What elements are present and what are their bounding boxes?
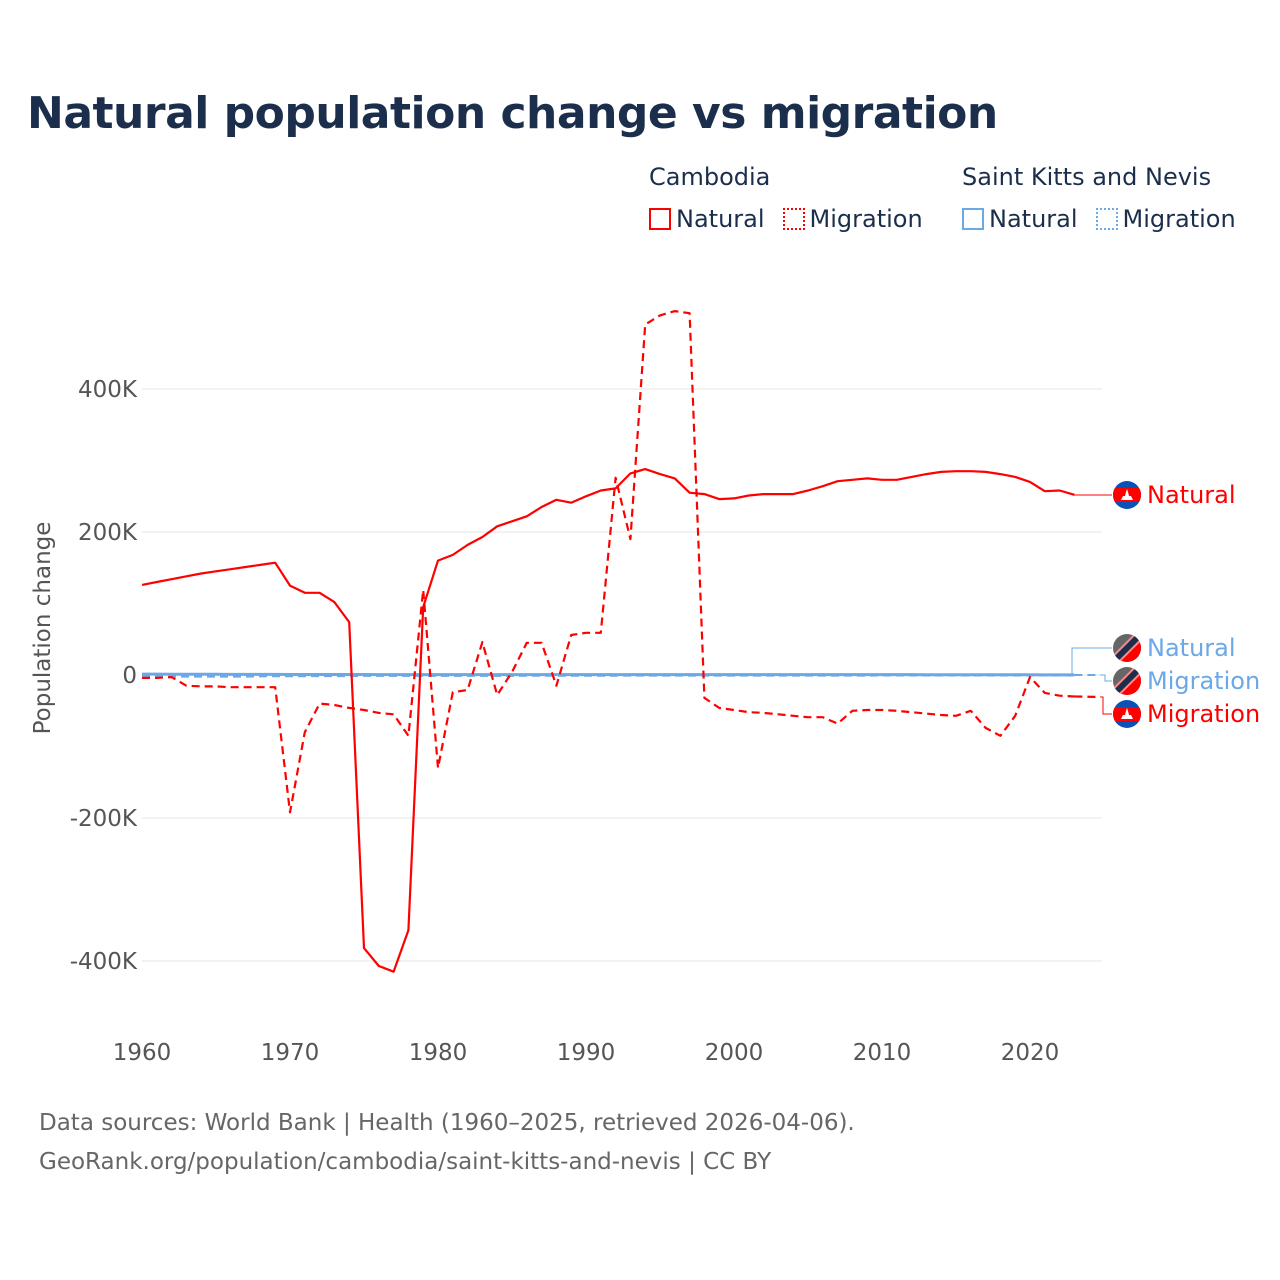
legend-cambodia-natural[interactable]: Natural <box>649 205 765 233</box>
dotted-swatch-icon <box>782 208 805 230</box>
legend-label: Natural <box>989 205 1078 233</box>
dotted-swatch-icon <box>1095 208 1118 230</box>
cambodia-flag-icon <box>1113 481 1141 509</box>
legend-group-skn: Saint Kitts and Nevis <box>962 163 1212 191</box>
footer-link[interactable]: GeoRank.org/population/cambodia/saint-ki… <box>39 1149 772 1175</box>
connector-kn-natural <box>1071 647 1112 675</box>
legend-skn-natural[interactable]: Natural <box>962 205 1078 233</box>
legend-skn-migration[interactable]: Migration <box>1095 205 1236 233</box>
solid-swatch-icon <box>649 208 671 230</box>
y-tick-label: 400K <box>78 377 138 403</box>
end-label-kh-natural: Natural <box>1147 481 1236 509</box>
saint-kitts-flag-icon <box>1113 667 1141 695</box>
saint-kitts-flag-icon <box>1113 634 1141 662</box>
x-tick-label: 2010 <box>853 1040 912 1066</box>
end-label-kn-migration: Migration <box>1147 667 1260 695</box>
series-line-cambodia-natural[interactable] <box>141 468 1075 973</box>
x-tick-label: 1970 <box>261 1040 320 1066</box>
legend-label: Migration <box>1122 205 1236 233</box>
cambodia-flag-icon <box>1113 700 1141 728</box>
legend-items-cambodia: Natural Migration <box>649 205 923 233</box>
y-tick-label: 0 <box>122 663 137 689</box>
y-tick-label: 200K <box>78 520 138 546</box>
legend-label: Migration <box>809 205 923 233</box>
legend-cambodia-migration[interactable]: Migration <box>782 205 923 233</box>
legend-items-skn: Natural Migration <box>962 205 1236 233</box>
series-line-saint-kitts-and-nevis-natural[interactable] <box>142 672 1075 677</box>
connector-kn-migration <box>1100 674 1112 682</box>
x-tick-label: 1990 <box>557 1040 616 1066</box>
series-extension <box>1074 695 1101 699</box>
x-tick-label: 1980 <box>409 1040 468 1066</box>
connector-kh-migration <box>1100 696 1112 715</box>
y-tick-label: -200K <box>70 806 138 832</box>
y-axis-label: Population change <box>30 522 56 735</box>
footer-sources: Data sources: World Bank | Health (1960–… <box>39 1110 855 1136</box>
x-tick-label: 1960 <box>113 1040 172 1066</box>
legend-group-cambodia: Cambodia <box>649 163 771 191</box>
end-label-kh-migration: Migration <box>1147 700 1260 728</box>
series-line-cambodia-migration[interactable] <box>142 310 1075 814</box>
x-tick-label: 2020 <box>1001 1040 1060 1066</box>
x-tick-label: 2000 <box>705 1040 764 1066</box>
y-tick-label: -400K <box>70 949 138 975</box>
end-label-kn-natural: Natural <box>1147 634 1236 662</box>
legend-label: Natural <box>676 205 765 233</box>
chart-title: Natural population change vs migration <box>27 88 998 139</box>
solid-swatch-icon <box>962 208 984 230</box>
